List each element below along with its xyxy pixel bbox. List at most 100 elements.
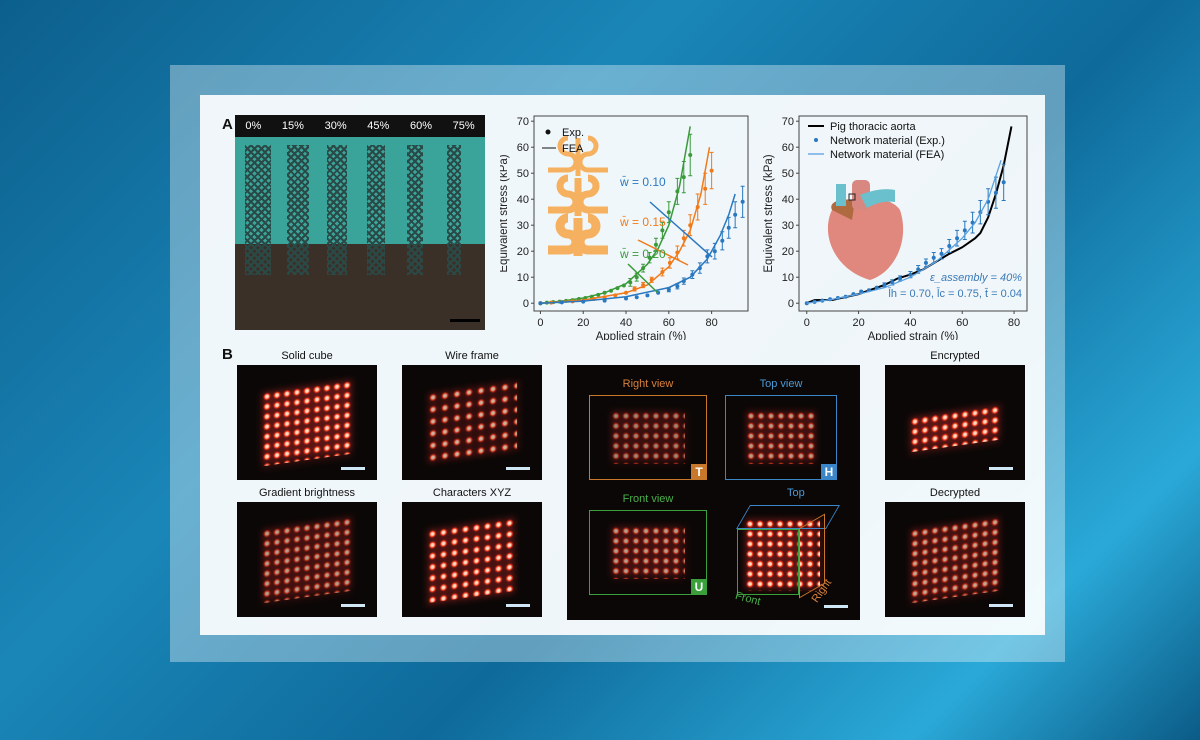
- y-tick-label: 30: [517, 220, 529, 232]
- annotation-assembly: ε_assembly = 40%: [930, 272, 1022, 284]
- data-point: [695, 205, 700, 209]
- strain-label: 15%: [281, 120, 304, 132]
- y-tick-label: 30: [782, 220, 794, 232]
- y-tick-label: 50: [517, 168, 529, 180]
- data-point: [596, 292, 601, 297]
- y-tick-label: 20: [517, 246, 529, 258]
- views-panel: Right view T Top view H Front view U Top Fr…: [567, 365, 860, 620]
- top-view: Top view H: [725, 378, 837, 480]
- data-point: [632, 286, 637, 291]
- caption-encrypted: Encrypted: [930, 350, 980, 362]
- stress-strain-chart-aorta: 0 20 40 60 80 0 10 20 30 40 50 60 70 Applied strain (…: [763, 115, 1028, 340]
- data-point: [634, 295, 639, 300]
- data-point: [740, 199, 745, 204]
- data-point: [733, 212, 738, 217]
- decrypted-image: [885, 502, 1025, 617]
- series-label: w̄ = 0.15: [619, 215, 666, 229]
- data-point: [720, 238, 725, 243]
- data-point: [681, 279, 686, 284]
- series-label: w̄ = 0.20: [619, 247, 666, 261]
- legend-marker: [814, 138, 818, 142]
- data-point: [947, 244, 952, 248]
- y-tick-label: 70: [517, 116, 529, 128]
- y-tick-label: 0: [523, 298, 529, 310]
- data-point: [697, 266, 702, 271]
- data-point: [660, 270, 665, 274]
- data-point: [908, 272, 913, 277]
- front-view: Front view U: [589, 493, 707, 595]
- x-tick-label: 20: [577, 317, 589, 329]
- characters-xyz-image: [402, 502, 542, 617]
- data-point: [666, 210, 671, 215]
- y-tick-label: 60: [517, 142, 529, 154]
- heart-illustration: [827, 180, 904, 280]
- data-point: [675, 250, 680, 255]
- y-tick-label: 40: [782, 194, 794, 206]
- data-point: [628, 280, 633, 285]
- data-point: [859, 289, 864, 294]
- heart-body: [827, 197, 904, 280]
- y-tick-label: 10: [782, 272, 794, 284]
- data-point: [712, 249, 717, 254]
- data-point: [666, 287, 671, 292]
- strain-labels-bar: 0% 15% 30% 45% 60% 75%: [235, 115, 485, 137]
- data-point: [538, 301, 543, 306]
- y-axis-label: Equivalent stress (kPa): [500, 154, 510, 272]
- gradient-brightness-image: [237, 502, 377, 617]
- strain-label: 75%: [452, 120, 475, 132]
- data-point: [916, 267, 921, 272]
- data-point: [709, 168, 714, 173]
- pulmonary-artery: [860, 189, 895, 208]
- legend-exp: Exp.: [562, 127, 584, 139]
- caption-decrypted: Decrypted: [929, 487, 981, 499]
- serpentine-unit: [548, 213, 581, 255]
- x-tick-label: 80: [1008, 317, 1020, 329]
- x-tick-label: 0: [537, 317, 543, 329]
- y-tick-label: 40: [517, 194, 529, 206]
- series-arrow: [627, 263, 659, 294]
- serpentine-unit: [575, 213, 608, 255]
- data-point: [602, 298, 607, 303]
- x-tick-label: 60: [663, 317, 675, 329]
- data-point: [923, 260, 928, 265]
- data-point: [624, 290, 629, 295]
- series-arrow: [649, 201, 713, 258]
- strain-label: 60%: [409, 120, 432, 132]
- serpentine-unit: [548, 174, 580, 214]
- serpentine-unit: [548, 135, 579, 173]
- x-tick-label: 80: [705, 317, 717, 329]
- data-point: [882, 283, 887, 287]
- panel-a-label: A: [222, 116, 233, 133]
- y-tick-label: 70: [782, 116, 794, 128]
- data-point: [681, 175, 686, 180]
- data-point: [681, 236, 686, 241]
- caption-characters-xyz: Characters XYZ: [432, 487, 512, 499]
- curve: [806, 159, 1002, 304]
- data-point: [667, 260, 672, 265]
- x-axis-label: Applied strain (%): [868, 331, 959, 340]
- data-point: [939, 251, 944, 256]
- plot-frame: [533, 115, 749, 312]
- data-point: [962, 228, 967, 233]
- y-tick-label: 10: [517, 272, 529, 284]
- data-point: [660, 228, 665, 233]
- data-point: [688, 153, 693, 157]
- data-point: [634, 275, 639, 280]
- y-tick-label: 50: [782, 168, 794, 180]
- serpentine-inset: [548, 135, 608, 256]
- data-point: [993, 190, 998, 195]
- legend-fea: FEA: [562, 143, 584, 155]
- right-view: Right view T: [589, 378, 707, 480]
- data-point: [641, 283, 646, 287]
- stress-strain-chart-width: 0 20 40 60 80 0 10 20 30 40 50 60 70 Applied strain (…: [500, 115, 749, 340]
- y-tick-label: 60: [782, 142, 794, 154]
- legend-entry: Network material (Exp.): [830, 135, 945, 147]
- data-point: [621, 283, 626, 288]
- data-point: [615, 286, 620, 291]
- annotation-params: l̄h = 0.70, l̄c = 0.75, t̄ = 0.04: [888, 287, 1022, 300]
- data-point: [624, 296, 629, 301]
- vena-cava: [836, 184, 846, 206]
- data-point: [653, 242, 658, 247]
- sample-location-box: [848, 193, 856, 201]
- caption-solid-cube: Solid cube: [281, 350, 333, 362]
